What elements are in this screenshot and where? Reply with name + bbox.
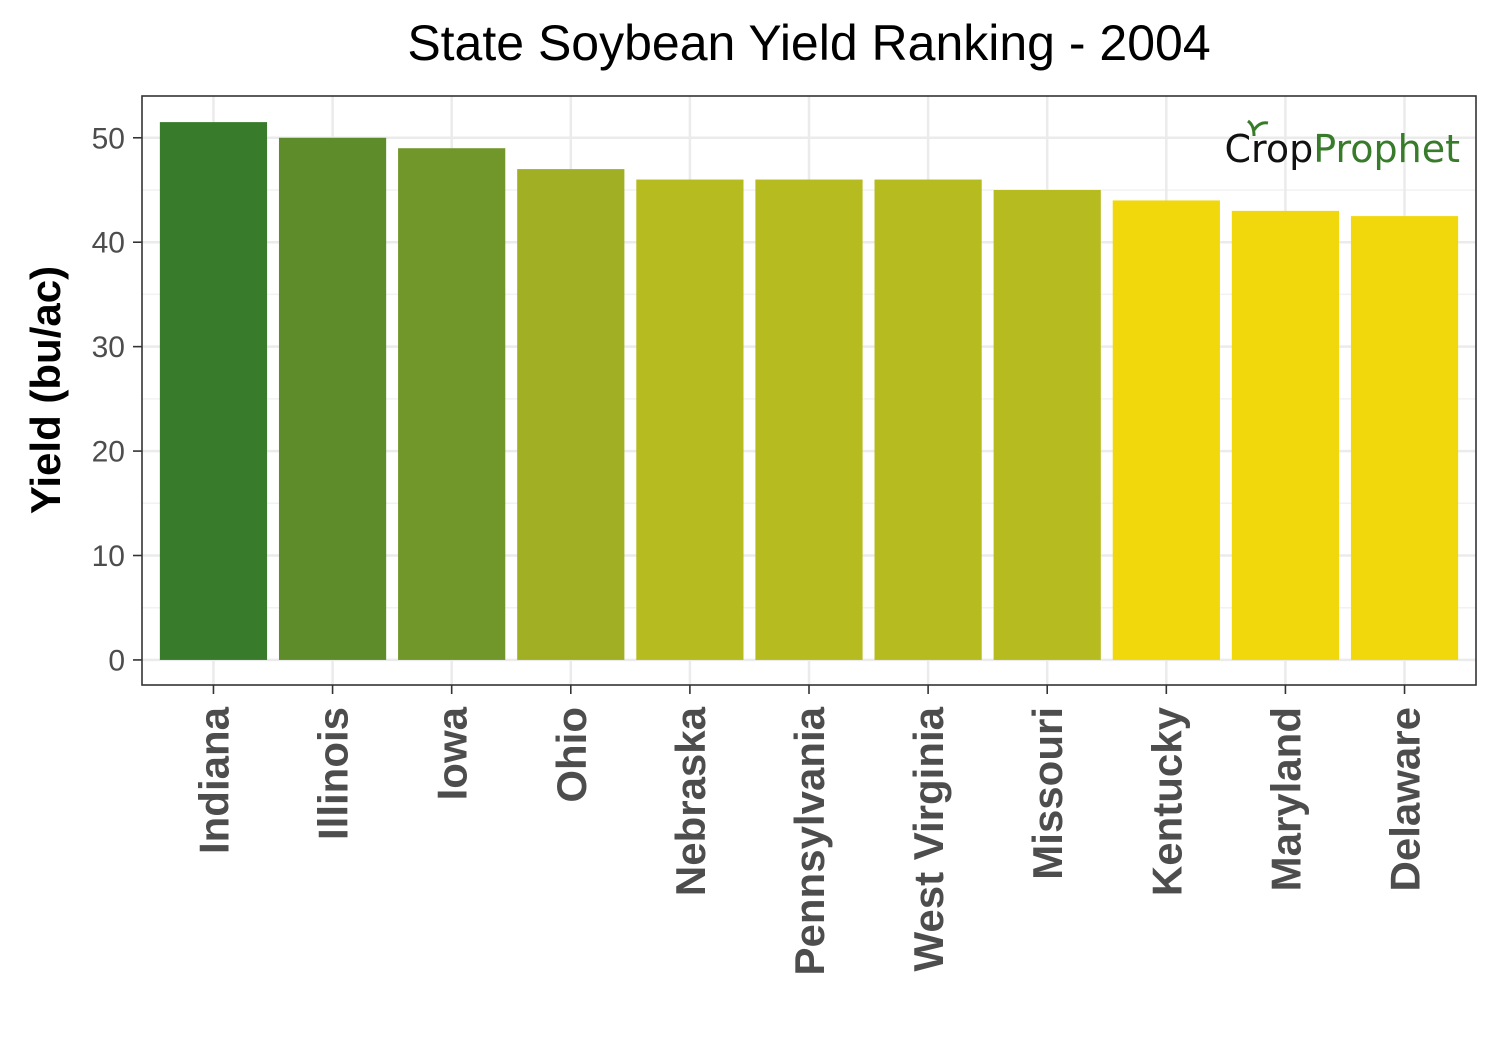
y-axis-label: Yield (bu/ac) [22, 266, 69, 514]
bar-ohio [517, 169, 625, 660]
x-tick-label: Iowa [429, 706, 476, 800]
bar-missouri [993, 189, 1101, 660]
bar-nebraska [636, 179, 744, 660]
logo-crop-text: Crop [1225, 127, 1314, 171]
x-axis: Indiana Illinois Iowa Ohio Nebraska Pennsylva… [190, 685, 1429, 975]
y-tick-label: 40 [92, 227, 125, 260]
bar-iowa [398, 148, 506, 660]
x-tick-label: Missouri [1024, 707, 1071, 880]
x-tick-label: Nebraska [667, 706, 714, 896]
y-axis: 0 10 20 30 40 50 [92, 122, 142, 677]
bar-illinois [278, 137, 387, 660]
logo-prophet-text: Prophet [1313, 127, 1460, 171]
bar-indiana [159, 122, 268, 660]
x-tick-label: Delaware [1382, 707, 1429, 891]
x-tick-label: West Virginia [905, 706, 952, 971]
cropprophet-logo: CropProphet [1225, 119, 1460, 171]
svg-text:CropProphet: CropProphet [1225, 127, 1460, 171]
bar-delaware [1350, 216, 1459, 660]
x-tick-label: Pennsylvania [786, 706, 833, 975]
x-tick-label: Kentucky [1143, 706, 1190, 896]
x-tick-label: Maryland [1262, 707, 1309, 891]
y-tick-label: 10 [92, 540, 125, 573]
bars [159, 122, 1459, 660]
x-tick-label: Illinois [310, 707, 357, 840]
chart-title: State Soybean Yield Ranking - 2004 [407, 15, 1210, 71]
y-tick-label: 50 [92, 122, 125, 155]
bar-west-virginia [874, 179, 982, 660]
sprout-icon [1247, 119, 1269, 137]
y-tick-label: 20 [92, 436, 125, 469]
x-tick-label: Indiana [190, 706, 237, 854]
y-tick-label: 30 [92, 331, 125, 364]
bar-pennsylvania [755, 179, 863, 660]
bar-kentucky [1112, 200, 1220, 660]
bar-maryland [1231, 210, 1340, 660]
x-tick-label: Ohio [548, 707, 595, 803]
y-tick-label: 0 [108, 644, 125, 677]
